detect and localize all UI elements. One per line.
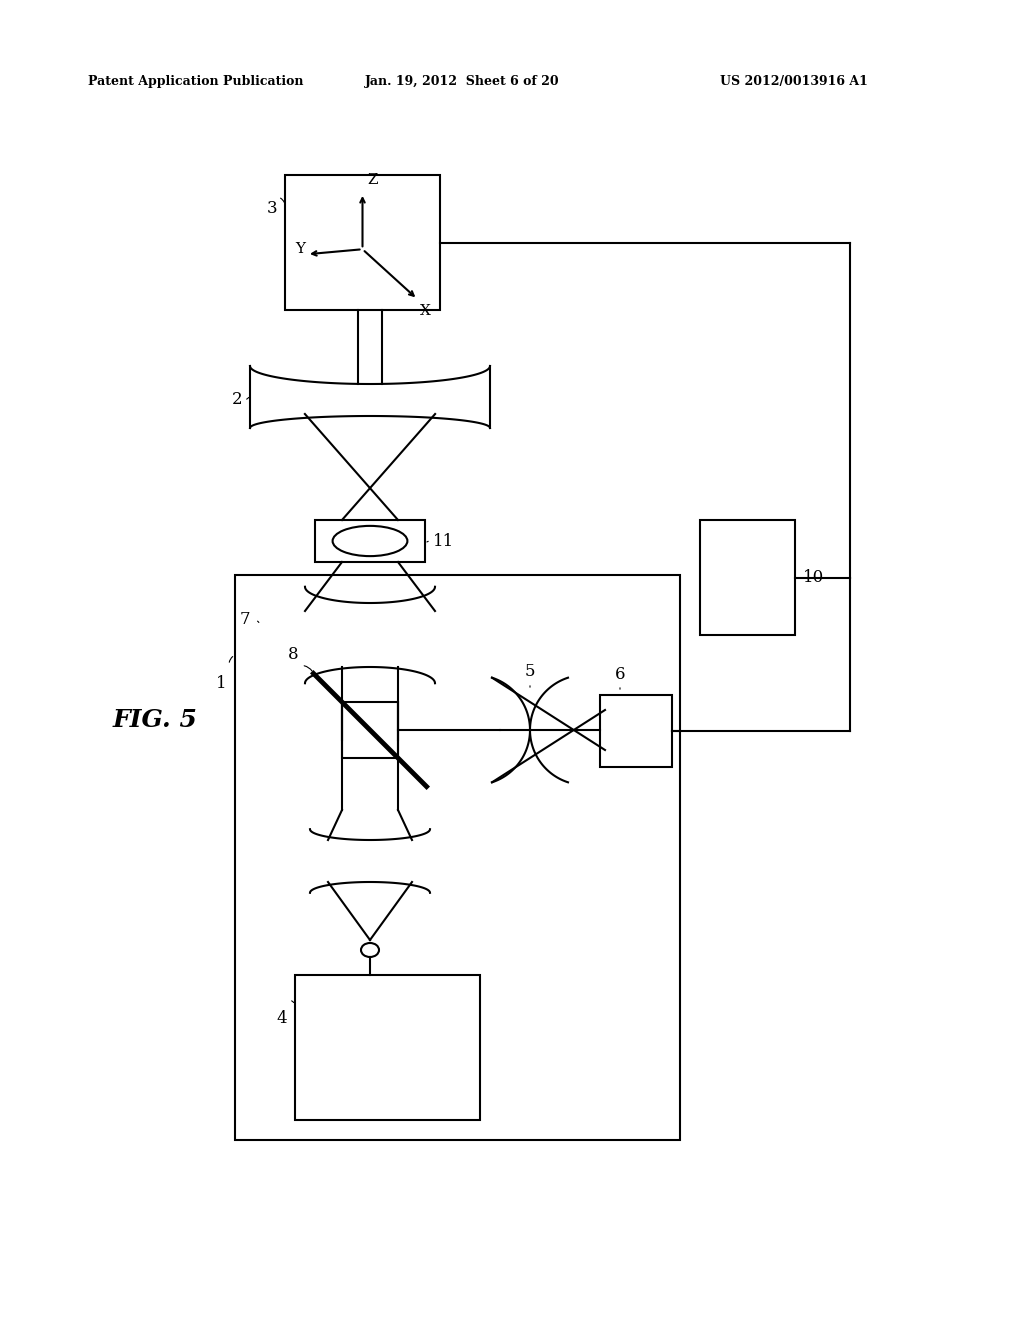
Text: 8: 8 bbox=[288, 647, 298, 664]
Text: 4: 4 bbox=[276, 1010, 287, 1027]
Text: US 2012/0013916 A1: US 2012/0013916 A1 bbox=[720, 75, 868, 88]
Text: Z: Z bbox=[368, 173, 378, 187]
Text: 5: 5 bbox=[524, 663, 536, 680]
Text: 7: 7 bbox=[240, 611, 250, 628]
Text: Patent Application Publication: Patent Application Publication bbox=[88, 75, 303, 88]
Text: 2: 2 bbox=[231, 392, 242, 408]
Text: Y: Y bbox=[295, 243, 305, 256]
Text: X: X bbox=[420, 304, 430, 318]
Text: 1: 1 bbox=[216, 675, 227, 692]
Bar bbox=[234, 576, 680, 1140]
Text: 3: 3 bbox=[266, 201, 278, 216]
Bar bbox=[315, 520, 425, 562]
Text: FIG. 5: FIG. 5 bbox=[113, 708, 198, 733]
Text: 11: 11 bbox=[433, 532, 455, 549]
Text: Jan. 19, 2012  Sheet 6 of 20: Jan. 19, 2012 Sheet 6 of 20 bbox=[365, 75, 560, 88]
Bar bbox=[600, 696, 672, 767]
Text: 10: 10 bbox=[803, 569, 824, 586]
Bar bbox=[285, 176, 440, 310]
Bar bbox=[700, 520, 795, 635]
Bar bbox=[295, 975, 480, 1119]
Bar bbox=[342, 702, 398, 758]
Text: 6: 6 bbox=[614, 667, 626, 682]
